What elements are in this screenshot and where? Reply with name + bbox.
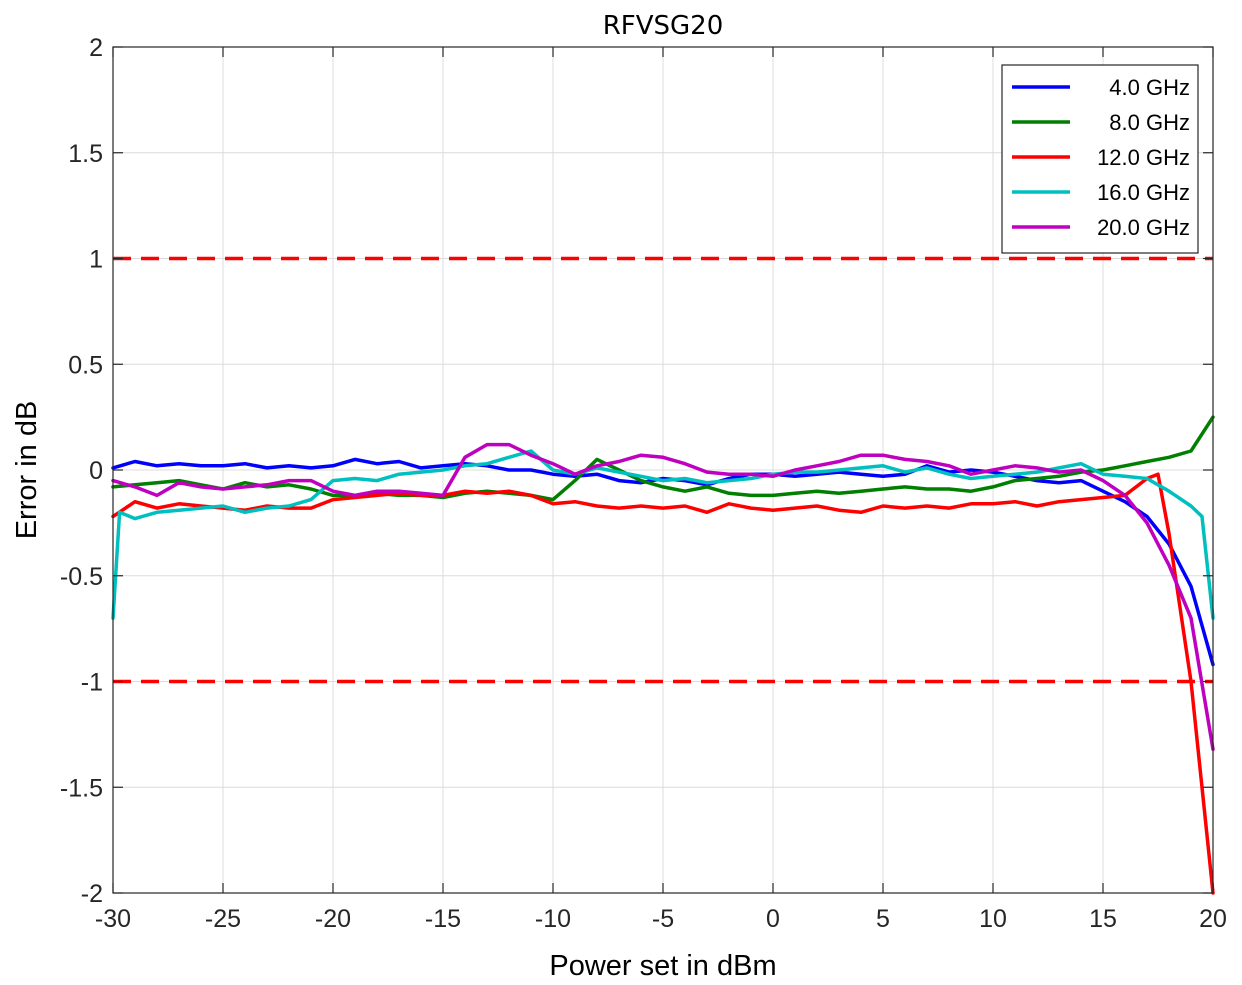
legend-label: 4.0 GHz <box>1109 75 1190 100</box>
legend-label: 8.0 GHz <box>1109 110 1190 135</box>
y-tick-label: 1 <box>89 246 103 274</box>
y-tick-label: 1.5 <box>68 140 103 168</box>
y-tick-label: 0 <box>89 457 103 485</box>
x-axis-label: Power set in dBm <box>549 950 776 982</box>
x-tick-label: -15 <box>425 905 461 933</box>
x-tick-label: 0 <box>766 905 780 933</box>
x-tick-label: -25 <box>205 905 241 933</box>
legend-label: 16.0 GHz <box>1097 180 1190 205</box>
y-tick-label: 0.5 <box>68 351 103 379</box>
y-axis-label: Error in dB <box>11 401 43 540</box>
legend-label: 12.0 GHz <box>1097 145 1190 170</box>
series-line <box>111 472 1215 895</box>
x-tick-label: 15 <box>1089 905 1117 933</box>
y-tick-label: -1 <box>81 669 103 697</box>
legend-box <box>1001 64 1199 254</box>
x-tick-label: 10 <box>979 905 1007 933</box>
chart-title: RFVSG20 <box>603 11 724 41</box>
x-tick-label: 20 <box>1199 905 1227 933</box>
x-tick-label: -10 <box>535 905 571 933</box>
y-tick-label: -1.5 <box>60 774 103 802</box>
x-tick-label: -5 <box>652 905 674 933</box>
legend: 4.0 GHz 8.0 GHz 12.0 GHz 16.0 GHz 20.0 GHz <box>1001 64 1199 254</box>
x-ticks: -30 -25 -20 -15 -10 -5 0 5 10 15 20 <box>95 47 1227 933</box>
series-line <box>111 442 1215 751</box>
y-tick-label: -0.5 <box>60 563 103 591</box>
y-ticks: 2 1.5 1 0.5 0 -0.5 -1 -1.5 -2 <box>60 34 1213 908</box>
legend-label: 20.0 GHz <box>1097 215 1190 240</box>
y-tick-label: 2 <box>89 34 103 62</box>
series-group <box>111 415 1215 895</box>
series-line <box>111 415 1215 502</box>
x-tick-label: 5 <box>876 905 890 933</box>
x-tick-label: -30 <box>95 905 131 933</box>
limit-lines <box>113 256 1213 684</box>
y-tick-label: -2 <box>81 880 103 908</box>
x-tick-label: -20 <box>315 905 351 933</box>
